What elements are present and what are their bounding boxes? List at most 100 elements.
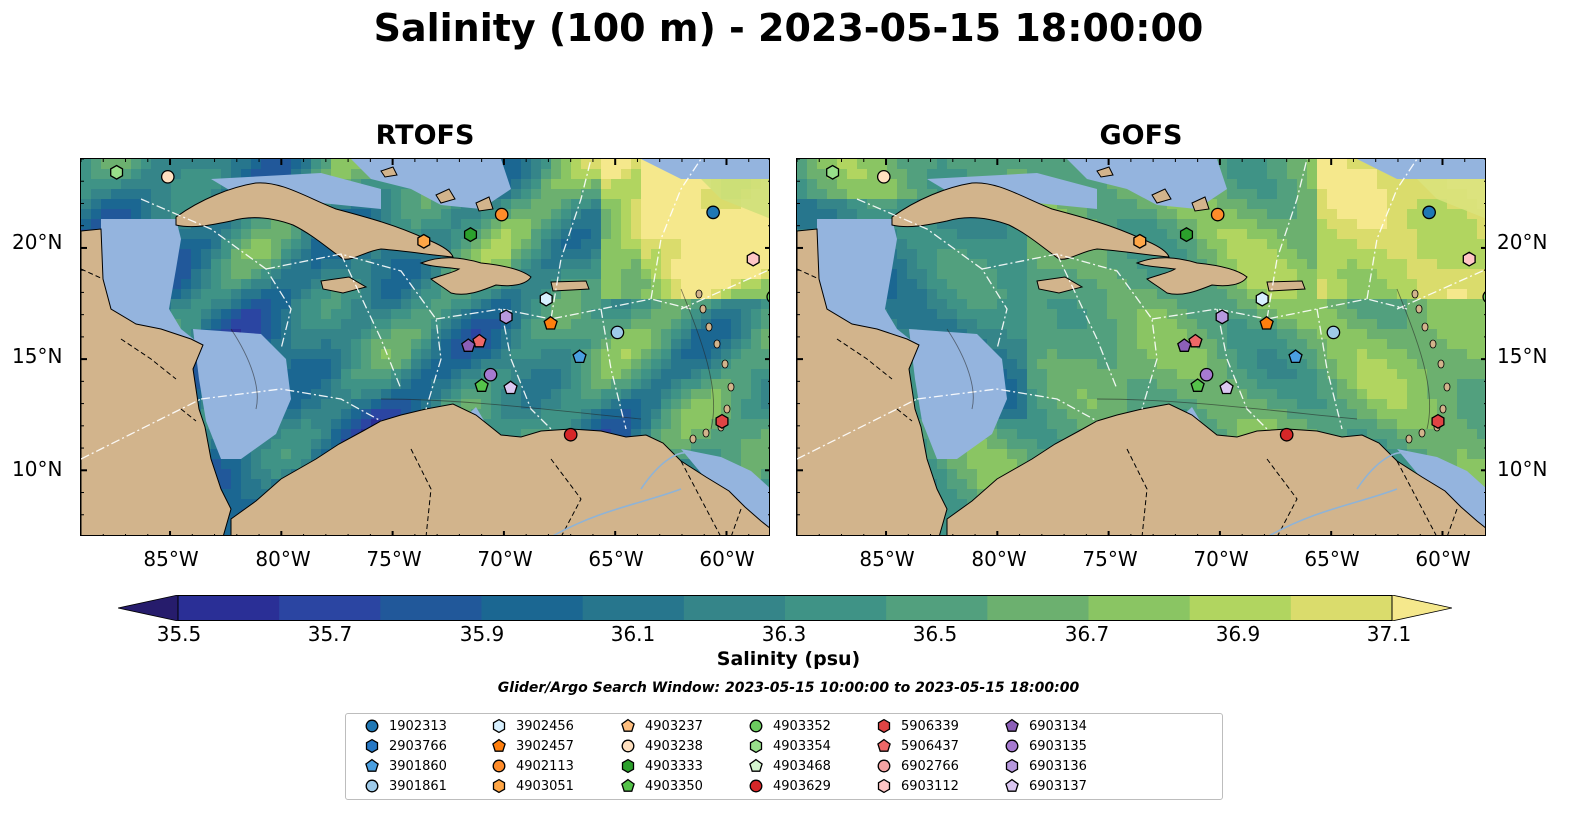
- argo-float-marker[interactable]: [1219, 380, 1234, 395]
- colorbar-segment: [380, 595, 483, 621]
- island: [723, 404, 731, 414]
- legend-marker-icon: [492, 759, 506, 773]
- y-tick-label: 20°N: [12, 230, 63, 254]
- legend-item: 2903766: [364, 736, 447, 756]
- country-border: [1126, 448, 1148, 535]
- argo-float-marker[interactable]: [563, 427, 578, 442]
- map-canvas: [797, 159, 1486, 535]
- eez-boundary: [550, 159, 592, 320]
- country-border: [1447, 508, 1458, 535]
- legend-item: 3901861: [364, 776, 447, 796]
- argo-float-marker[interactable]: [1210, 207, 1225, 222]
- eez-boundary: [1056, 253, 1118, 390]
- axis-ticks: [81, 159, 769, 535]
- island: [699, 304, 707, 314]
- eez-boundary: [650, 159, 702, 300]
- legend-marker-icon: [621, 778, 635, 792]
- argo-float-marker[interactable]: [1279, 427, 1294, 442]
- argo-float-marker[interactable]: [461, 338, 476, 352]
- colorbar-segment: [1290, 595, 1393, 621]
- land-mass: [1266, 280, 1306, 292]
- legend-label: 4903333: [645, 758, 703, 774]
- argo-float-marker[interactable]: [474, 378, 489, 392]
- argo-float-marker[interactable]: [503, 380, 518, 395]
- argo-float-marker[interactable]: [610, 325, 625, 340]
- argo-float-marker[interactable]: [572, 349, 587, 364]
- country-border: [836, 338, 893, 380]
- y-tick-label: 15°N: [1497, 344, 1548, 368]
- x-tick-label: 70°W: [477, 547, 533, 571]
- argo-float-marker[interactable]: [494, 207, 509, 222]
- land-mass: [475, 196, 494, 212]
- country-border: [180, 408, 197, 422]
- legend-marker-icon: [492, 778, 506, 794]
- argo-float-marker[interactable]: [472, 333, 487, 348]
- argo-float-marker[interactable]: [1177, 338, 1192, 352]
- island: [713, 339, 721, 349]
- shallow-shelf: [211, 173, 381, 209]
- eez-boundary: [981, 253, 1158, 410]
- argo-float-marker[interactable]: [766, 291, 770, 303]
- shallow-shelf: [817, 219, 912, 341]
- argo-float-marker[interactable]: [499, 309, 513, 325]
- eez-boundary: [1316, 308, 1343, 430]
- legend-label: 4902113: [516, 758, 574, 774]
- argo-float-marker[interactable]: [543, 315, 558, 330]
- legend-item: 4903629: [748, 776, 831, 796]
- legend-label: 6903134: [1029, 718, 1087, 734]
- x-tick-label: 80°W: [255, 547, 311, 571]
- island: [705, 322, 713, 332]
- argo-float-marker[interactable]: [539, 291, 553, 307]
- map-rtofs[interactable]: [80, 158, 770, 536]
- legend-item: 6903112: [876, 776, 959, 796]
- argo-float-marker[interactable]: [1255, 291, 1269, 307]
- argo-float-marker[interactable]: [826, 164, 840, 180]
- country-border: [797, 268, 820, 280]
- argo-float-marker[interactable]: [1133, 233, 1147, 249]
- legend-marker-icon: [1005, 758, 1019, 774]
- argo-float-marker[interactable]: [463, 227, 478, 243]
- legend-item: 4903354: [748, 736, 831, 756]
- argo-float-marker[interactable]: [1482, 291, 1486, 303]
- argo-float-marker[interactable]: [1326, 325, 1341, 340]
- argo-float-marker[interactable]: [715, 413, 729, 429]
- argo-float-marker[interactable]: [1422, 205, 1436, 220]
- argo-float-marker[interactable]: [160, 169, 175, 184]
- y-tick-label: 20°N: [1497, 230, 1548, 254]
- legend-item: 6903137: [1004, 776, 1087, 796]
- argo-float-marker[interactable]: [1431, 413, 1445, 429]
- argo-float-marker[interactable]: [746, 251, 760, 267]
- argo-float-marker[interactable]: [1215, 309, 1229, 325]
- country-border: [1396, 460, 1437, 535]
- land-mass: [550, 280, 590, 292]
- argo-float-marker[interactable]: [110, 164, 124, 180]
- argo-float-marker[interactable]: [706, 205, 720, 220]
- colorbar-segment: [785, 595, 887, 621]
- colorbar-segment: [987, 595, 1090, 621]
- argo-float-marker[interactable]: [1188, 333, 1203, 348]
- argo-float-marker[interactable]: [1190, 378, 1205, 392]
- argo-float-marker[interactable]: [1199, 367, 1214, 382]
- search-window-caption: Glider/Argo Search Window: 2023-05-15 10…: [497, 680, 1080, 696]
- island: [702, 428, 710, 438]
- legend-item: 4903468: [748, 756, 831, 776]
- legend-marker-icon: [365, 779, 379, 793]
- legend-label: 4903629: [773, 778, 831, 794]
- legend-marker-icon: [621, 739, 635, 753]
- argo-float-marker[interactable]: [417, 233, 431, 249]
- land-mass: [1151, 188, 1172, 204]
- argo-float-marker[interactable]: [876, 169, 891, 184]
- argo-float-marker[interactable]: [1288, 349, 1303, 364]
- legend-marker-icon: [1005, 718, 1019, 732]
- legend-label: 4903238: [645, 738, 703, 754]
- shallow-shelf: [641, 159, 769, 179]
- eez-boundary: [340, 253, 402, 390]
- legend-label: 3902457: [516, 738, 574, 754]
- argo-float-marker[interactable]: [1462, 251, 1476, 267]
- map-gofs[interactable]: [796, 158, 1486, 536]
- argo-float-marker[interactable]: [1179, 227, 1194, 243]
- land-mass: [435, 188, 456, 204]
- legend-label: 3902456: [516, 718, 574, 734]
- argo-float-marker[interactable]: [483, 367, 498, 382]
- argo-float-marker[interactable]: [1259, 315, 1274, 330]
